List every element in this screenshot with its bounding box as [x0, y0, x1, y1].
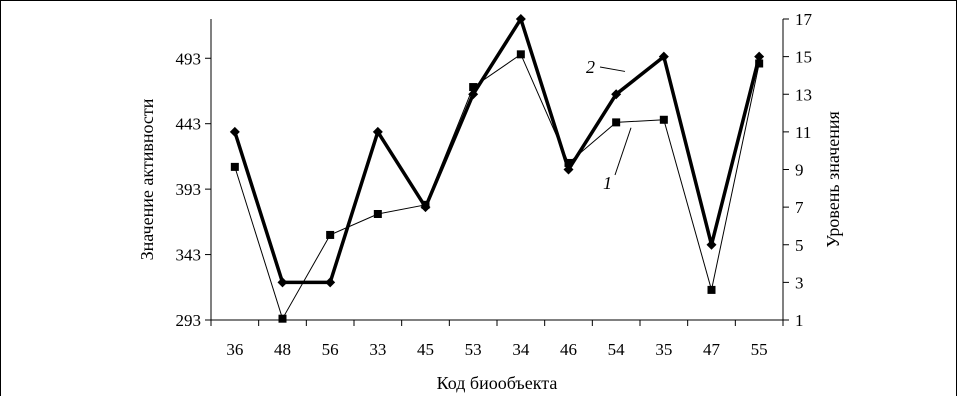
x-tick-label: 34 [512, 340, 530, 359]
y-right-tick-label: 11 [795, 123, 811, 142]
y-left-tick-label: 443 [176, 115, 202, 134]
y-right-tick-label: 9 [795, 161, 804, 180]
series-1-line [234, 53, 760, 320]
series-2-point [468, 89, 479, 100]
x-tick-label: 45 [417, 340, 434, 359]
series-2-label: 2 [586, 57, 595, 77]
y-right-tick-label: 1 [795, 311, 804, 330]
y-axis-right-title: Уровень значения [823, 111, 843, 248]
series-1-point [612, 118, 621, 127]
series-1-point [373, 209, 382, 218]
series-2-point [563, 164, 574, 175]
y-left-tick-label: 293 [176, 311, 202, 330]
series-1-point [564, 158, 573, 167]
series-1-point [230, 162, 239, 171]
y-right-tick-label: 17 [795, 10, 813, 29]
series-1-point [516, 50, 525, 59]
series-2-point [706, 239, 717, 250]
series-2-line [233, 14, 761, 285]
series-2-point [611, 89, 622, 100]
y-left-tick-label: 343 [176, 246, 202, 265]
series-1-label: 1 [603, 173, 612, 193]
x-tick-label: 46 [560, 340, 577, 359]
series-2-point [658, 51, 669, 62]
series-2-point [420, 202, 431, 213]
x-tick-label: 48 [274, 340, 291, 359]
x-tick-label: 54 [608, 340, 626, 359]
x-tick-label: 55 [751, 340, 768, 359]
series-2-leader [599, 66, 626, 72]
series-2-point [277, 277, 288, 288]
y-right-tick-label: 3 [795, 273, 804, 292]
series-1-point [278, 314, 287, 323]
series-1-point [469, 83, 478, 92]
x-tick-label: 36 [226, 340, 243, 359]
y-right-tick-label: 15 [795, 48, 812, 67]
series-2-point [372, 126, 383, 137]
series-2-point [754, 51, 765, 62]
x-tick-label: 53 [465, 340, 482, 359]
y-left-tick-label: 393 [176, 180, 202, 199]
series-1-leader [614, 127, 632, 176]
y-axis-left-title: Значение активности [137, 98, 157, 260]
x-axis-title: Код биообъекта [437, 373, 558, 393]
y-right-tick-label: 7 [795, 198, 804, 217]
series-2-point [229, 126, 240, 137]
y-right-tick-label: 5 [795, 236, 804, 255]
series-1-point [326, 230, 335, 239]
x-tick-label: 47 [703, 340, 721, 359]
series-2-point [325, 277, 336, 288]
series-1-point [707, 285, 716, 294]
y-left-tick-label: 493 [176, 49, 202, 68]
x-tick-label: 33 [369, 340, 386, 359]
x-tick-label: 56 [322, 340, 339, 359]
y-right-tick-label: 13 [795, 85, 812, 104]
x-tick-label: 35 [655, 340, 672, 359]
series-2-point [515, 14, 526, 24]
series-1-point [659, 115, 668, 124]
